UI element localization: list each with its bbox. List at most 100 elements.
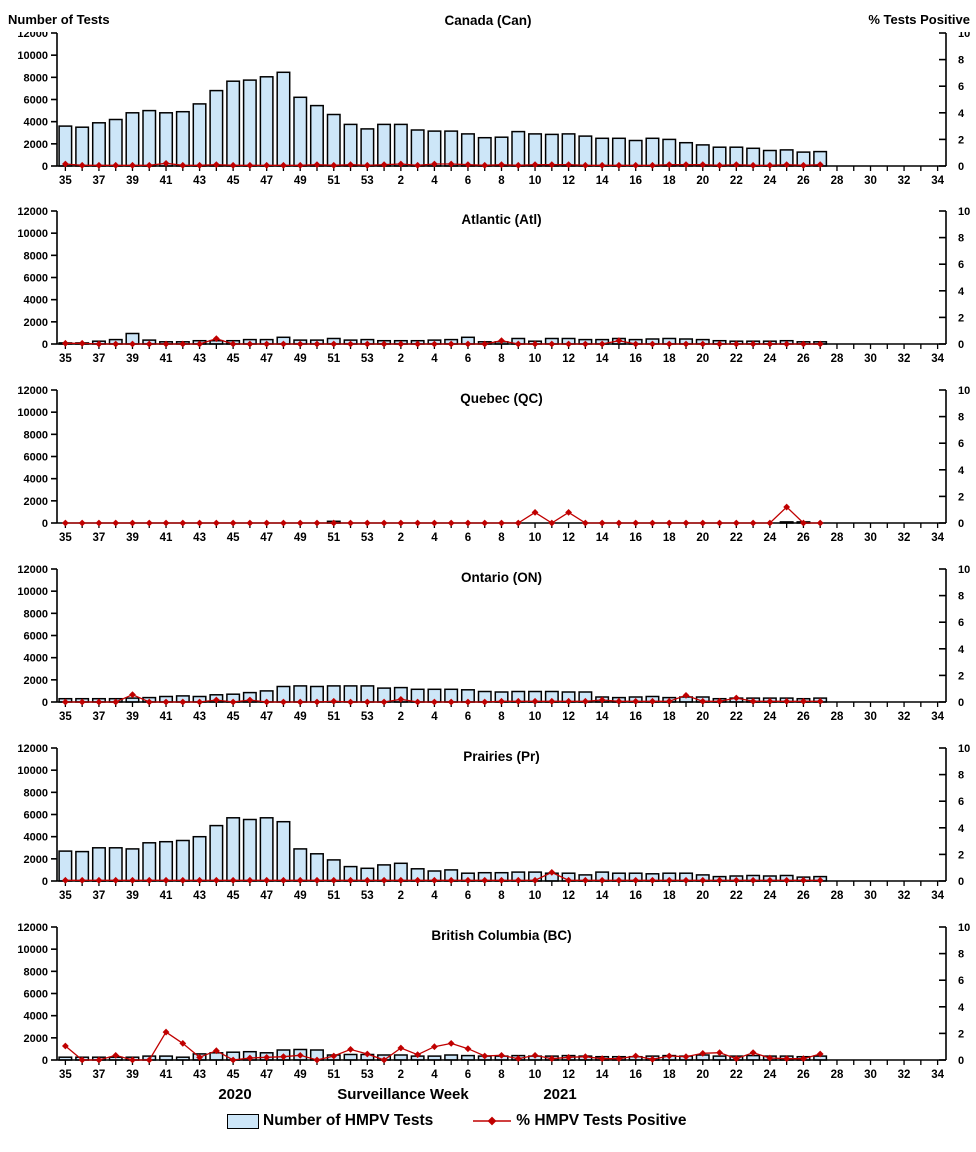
svg-text:51: 51 [327, 711, 340, 723]
svg-text:6: 6 [958, 617, 964, 629]
svg-text:47: 47 [260, 353, 273, 365]
x-axis-title: Surveillance Week [337, 1086, 469, 1103]
svg-text:51: 51 [327, 175, 340, 187]
svg-text:20: 20 [696, 711, 709, 723]
svg-text:51: 51 [327, 532, 340, 544]
svg-text:10: 10 [958, 564, 970, 576]
svg-text:8: 8 [958, 770, 964, 782]
svg-text:20: 20 [696, 532, 709, 544]
svg-text:2: 2 [958, 1028, 964, 1040]
svg-text:53: 53 [361, 532, 374, 544]
svg-text:49: 49 [294, 1069, 307, 1081]
svg-text:14: 14 [596, 532, 609, 544]
svg-text:4: 4 [958, 465, 965, 477]
panel-title-canada: Canada (Can) [444, 13, 532, 28]
svg-text:4: 4 [431, 175, 438, 187]
svg-text:47: 47 [260, 890, 273, 902]
svg-text:37: 37 [93, 711, 106, 723]
svg-text:32: 32 [898, 1069, 911, 1081]
svg-text:4: 4 [958, 286, 965, 298]
svg-text:4: 4 [958, 1002, 965, 1014]
bars-group-british-columbia [58, 1048, 828, 1061]
panel-title-atlantic: Atlantic (Atl) [461, 212, 541, 227]
svg-text:30: 30 [864, 711, 877, 723]
svg-text:14: 14 [596, 1069, 609, 1081]
svg-text:22: 22 [730, 532, 743, 544]
svg-text:4000: 4000 [24, 117, 48, 129]
panel-title-ontario: Ontario (ON) [461, 570, 542, 585]
svg-text:34: 34 [931, 353, 944, 365]
svg-text:10: 10 [958, 385, 970, 397]
svg-text:24: 24 [763, 711, 776, 723]
svg-text:45: 45 [227, 532, 240, 544]
svg-text:14: 14 [596, 711, 609, 723]
svg-text:8: 8 [958, 591, 964, 603]
svg-text:53: 53 [361, 890, 374, 902]
svg-text:28: 28 [831, 1069, 844, 1081]
svg-text:41: 41 [160, 711, 173, 723]
svg-text:26: 26 [797, 532, 810, 544]
svg-text:37: 37 [93, 890, 106, 902]
panel-title-prairies: Prairies (Pr) [463, 749, 540, 764]
svg-text:26: 26 [797, 711, 810, 723]
svg-text:12: 12 [562, 353, 575, 365]
svg-text:2000: 2000 [24, 1033, 48, 1045]
svg-text:12000: 12000 [17, 206, 48, 218]
svg-text:12000: 12000 [17, 385, 48, 397]
svg-text:16: 16 [629, 890, 642, 902]
svg-text:10: 10 [529, 532, 542, 544]
svg-text:2000: 2000 [24, 854, 48, 866]
svg-text:34: 34 [931, 890, 944, 902]
svg-text:22: 22 [730, 1069, 743, 1081]
svg-text:6: 6 [465, 890, 471, 902]
svg-text:6: 6 [465, 711, 471, 723]
svg-text:37: 37 [93, 175, 106, 187]
svg-text:12000: 12000 [17, 922, 48, 934]
svg-text:53: 53 [361, 711, 374, 723]
svg-text:24: 24 [763, 175, 776, 187]
svg-text:6: 6 [958, 438, 964, 450]
svg-text:10: 10 [958, 206, 970, 218]
svg-text:10: 10 [529, 711, 542, 723]
positivity-line-quebec [61, 503, 824, 527]
svg-text:18: 18 [663, 353, 676, 365]
svg-text:10: 10 [958, 32, 970, 40]
svg-text:16: 16 [629, 1069, 642, 1081]
svg-text:6: 6 [465, 175, 471, 187]
svg-text:24: 24 [763, 1069, 776, 1081]
svg-text:8000: 8000 [24, 608, 48, 620]
svg-text:0: 0 [958, 518, 964, 530]
svg-text:0: 0 [958, 1055, 964, 1067]
svg-text:32: 32 [898, 532, 911, 544]
svg-text:2: 2 [958, 134, 964, 146]
svg-text:34: 34 [931, 532, 944, 544]
legend-line-marker-icon [473, 1116, 512, 1126]
svg-text:12: 12 [562, 890, 575, 902]
svg-text:35: 35 [59, 532, 72, 544]
svg-text:35: 35 [59, 890, 72, 902]
svg-text:12: 12 [562, 175, 575, 187]
svg-text:6000: 6000 [24, 631, 48, 643]
svg-text:4: 4 [958, 644, 965, 656]
svg-text:20: 20 [696, 890, 709, 902]
svg-text:35: 35 [59, 711, 72, 723]
svg-text:37: 37 [93, 532, 106, 544]
svg-text:2: 2 [958, 670, 964, 682]
svg-text:4: 4 [431, 353, 438, 365]
svg-text:30: 30 [864, 890, 877, 902]
positivity-line-prairies [61, 868, 824, 884]
svg-text:30: 30 [864, 175, 877, 187]
svg-text:4: 4 [431, 890, 438, 902]
svg-text:45: 45 [227, 711, 240, 723]
panel-title-quebec: Quebec (QC) [460, 391, 543, 406]
svg-text:0: 0 [958, 339, 964, 351]
svg-text:6: 6 [958, 796, 964, 808]
svg-text:8: 8 [498, 532, 505, 544]
svg-text:28: 28 [831, 353, 844, 365]
svg-text:37: 37 [93, 353, 106, 365]
svg-text:8000: 8000 [24, 787, 48, 799]
svg-text:16: 16 [629, 353, 642, 365]
